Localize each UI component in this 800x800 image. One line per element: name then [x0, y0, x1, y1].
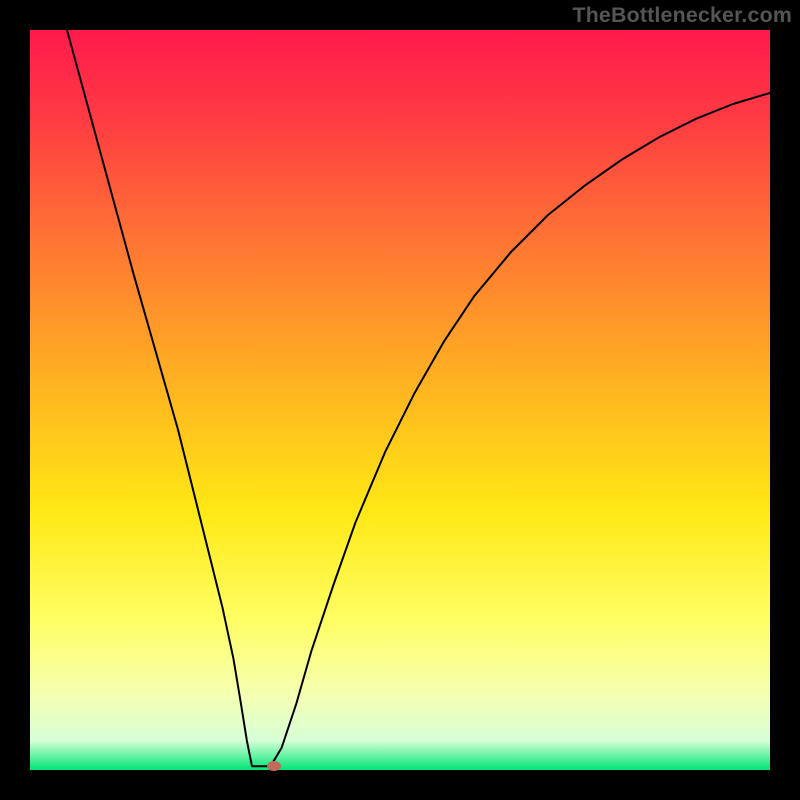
plot-area	[30, 30, 770, 770]
watermark-text: TheBottlenecker.com	[572, 3, 792, 28]
chart-container: TheBottlenecker.com	[0, 0, 800, 800]
bottleneck-curve	[30, 30, 770, 770]
